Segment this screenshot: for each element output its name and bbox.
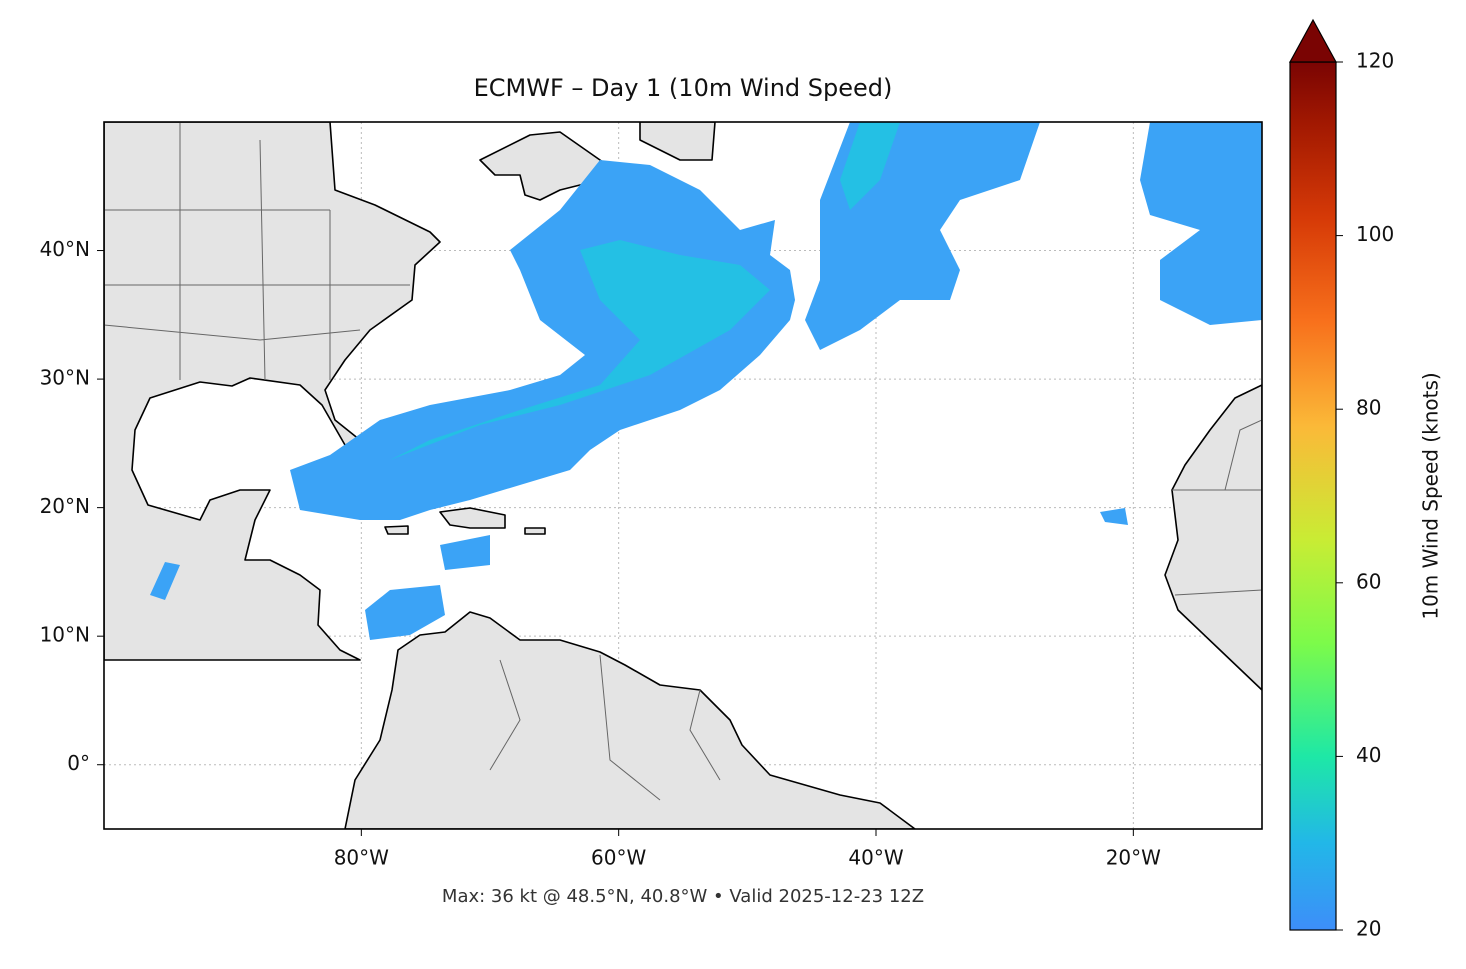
x-tick-label: 80°W (334, 846, 389, 870)
colorbar-tick-label: 80 (1356, 396, 1381, 420)
wind-core (390, 240, 770, 460)
x-tick-label: 20°W (1106, 846, 1161, 870)
y-tick-label: 20°N (40, 494, 90, 518)
colorbar-tick-label: 100 (1356, 222, 1394, 246)
hispaniola (439, 507, 506, 529)
wind-north-core (840, 122, 900, 210)
y-tick-label: 10°N (40, 623, 90, 647)
north-america (104, 122, 441, 661)
map (104, 122, 1262, 829)
wind-caribbean (150, 508, 1128, 640)
colorbar-gradient (1289, 61, 1337, 931)
borders (104, 122, 1262, 801)
footer: Max: 36 kt @ 48.5°N, 40.8°W • Valid 2025… (442, 886, 924, 907)
colorbar-tick-label: 40 (1356, 743, 1381, 767)
wind-east (1140, 122, 1262, 325)
x-tick-label: 60°W (591, 846, 646, 870)
puerto-rico (524, 527, 546, 535)
colorbar-tick-label: 120 (1356, 49, 1394, 73)
colorbar-extension (1288, 18, 1338, 63)
map-title: ECMWF – Day 1 (10m Wind Speed) (474, 74, 893, 102)
colorbar-tick-label: 20 (1356, 917, 1381, 941)
map-frame (103, 121, 1263, 830)
y-tick-label: 40°N (40, 237, 90, 261)
y-tick-label: 30°N (40, 366, 90, 390)
colorbar-label: 10m Wind Speed (knots) (1419, 372, 1443, 619)
africa (1164, 384, 1262, 691)
colorbar: 20 40 60 80 100 120 (1288, 18, 1394, 941)
newfoundland (639, 122, 716, 161)
y-tick-label: 0° (67, 751, 90, 775)
grid (104, 122, 1262, 829)
jamaica (384, 525, 409, 535)
colorbar-tick-label: 60 (1356, 569, 1381, 593)
x-tick-label: 40°W (848, 846, 903, 870)
south-america (344, 611, 916, 829)
wind-swath (290, 160, 795, 520)
